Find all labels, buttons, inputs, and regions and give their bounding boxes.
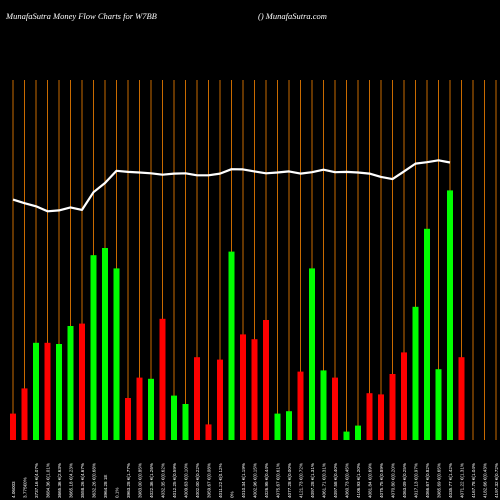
money-flow-bar <box>286 411 292 440</box>
x-tick-label: 3684.36 €(1.01% <box>46 463 51 498</box>
x-tick-label: 4081.84 €(0.69% <box>368 463 373 498</box>
money-flow-bar <box>136 377 143 440</box>
money-flow-bar <box>366 393 373 440</box>
x-tick-label: 3665.18 €(4.23% <box>69 463 74 498</box>
money-flow-bar <box>79 323 85 440</box>
money-flow-bar <box>90 255 97 440</box>
x-tick-label: 4197.32 €(0.72% <box>494 463 499 498</box>
x-tick-label: 4026.95 €(0.44% <box>264 463 269 498</box>
x-tick-label: 4011.22 €(0.12% <box>218 463 223 498</box>
money-flow-bar <box>343 431 350 440</box>
x-tick-label: 4121.73 €(0.72% <box>299 463 304 498</box>
x-tick-label: 3665.36 €(2.63% <box>57 463 62 498</box>
money-flow-bar <box>194 357 200 440</box>
money-flow-bar <box>44 342 51 440</box>
x-tick-label: 4060.73 €(0.45% <box>345 463 350 498</box>
x-tick-label: 4075.67 €(0.61% <box>276 463 281 498</box>
money-flow-bar <box>263 320 269 440</box>
x-tick-label: 3985.69 €(0.65% <box>437 463 442 498</box>
x-tick-label: 4097.28 €(1.31% <box>310 463 315 498</box>
x-tick-label: 4061.71 €(0.31% <box>322 463 327 498</box>
price-line <box>12 159 451 213</box>
x-tick-label: 4002.96 €(0.15% <box>253 463 258 498</box>
money-flow-bar <box>10 413 16 440</box>
money-flow-bar <box>297 371 304 440</box>
x-tick-label: 3983.00 €(0.85% <box>138 463 143 498</box>
money-flow-bar <box>148 378 154 440</box>
money-flow-bar <box>251 339 258 440</box>
x-tick-label: 4010.34 €(1.19% <box>241 463 246 498</box>
money-flow-bar <box>217 359 223 440</box>
money-flow-bar <box>274 413 281 440</box>
x-tick-label: 4077.28 €(0.00% <box>287 463 292 498</box>
money-flow-bar <box>33 342 39 440</box>
money-flow-bar <box>458 357 465 440</box>
x-tick-label: 0.1% <box>115 488 120 498</box>
x-tick-label: 4106.93 €(1.20% <box>356 463 361 498</box>
x-tick-label: 4017.13 €(0.97% <box>414 463 419 498</box>
money-flow-bar <box>125 398 131 440</box>
x-tick-label: 3963.28 €(1.77% <box>126 463 131 498</box>
x-tick-label: 3.775€0% <box>23 477 28 498</box>
x-tick-label: 4002.00 €(0.22% <box>195 463 200 498</box>
x-tick-label: 4063.09 €(0.25% <box>402 463 407 498</box>
x-tick-label: 3737.16 €(4.07% <box>34 463 39 498</box>
money-flow-bar <box>228 251 235 440</box>
money-flow-bar <box>67 326 74 440</box>
money-flow-bar <box>389 374 396 440</box>
x-tick-label: 4012.25 €(0.59% <box>172 463 177 498</box>
money-flow-bar <box>21 388 28 440</box>
money-flow-bar <box>320 370 327 440</box>
x-tick-label: 0% <box>230 491 235 498</box>
x-tick-label: 4070.80 €(0.20% <box>391 463 396 498</box>
chart-watermark: () MunafaSutra.com <box>258 11 327 21</box>
x-tick-label: 3558.26 €(4.67% <box>80 463 85 498</box>
x-tick-label: 4.06003 <box>11 481 16 498</box>
money-flow-bar <box>309 268 315 440</box>
x-tick-label: 3964.28 1E <box>103 474 108 498</box>
x-tick-label: 4022.36 €(1.26% <box>149 463 154 498</box>
money-flow-bar <box>435 369 442 440</box>
money-flow-bar <box>113 268 120 440</box>
x-tick-label: 3959.67 €(0.08% <box>207 463 212 498</box>
x-tick-label: 4075.75 €(0.89% <box>379 463 384 498</box>
money-flow-bar <box>332 377 338 440</box>
money-flow-bar <box>182 404 189 440</box>
x-tick-label: 4009.63 €(0.10% <box>184 463 189 498</box>
x-tick-label: 4097.58 €(0.40% <box>333 463 338 498</box>
money-flow-bar <box>240 334 246 440</box>
money-flow-bar <box>447 190 453 440</box>
money-flow-bar <box>412 306 419 440</box>
money-flow-bar <box>378 394 384 440</box>
x-tick-label: 4182.66 €(0.43% <box>483 463 488 498</box>
chart-title: MunafaSutra Money Flow Charts for W7BB <box>6 11 157 21</box>
money-flow-bar <box>401 352 407 440</box>
x-tick-label: 3632.26 €(0.68% <box>92 463 97 498</box>
money-flow-bar <box>102 248 108 440</box>
x-tick-label: 4167.78 €(1.04% <box>471 463 476 498</box>
x-tick-label: 4066.67 €(0.82% <box>425 463 430 498</box>
money-flow-bar <box>355 425 361 440</box>
money-flow-bar <box>159 318 166 440</box>
x-tick-label: 4071.22 €(1.31% <box>460 463 465 498</box>
x-tick-label: 4032.35 €(0.62% <box>161 463 166 498</box>
money-flow-bar <box>56 344 62 440</box>
money-flow-bar <box>171 395 177 440</box>
money-flow-bar <box>424 228 430 440</box>
x-tick-label: 4035.77 €(1.42% <box>448 463 453 498</box>
money-flow-bar <box>205 424 212 440</box>
